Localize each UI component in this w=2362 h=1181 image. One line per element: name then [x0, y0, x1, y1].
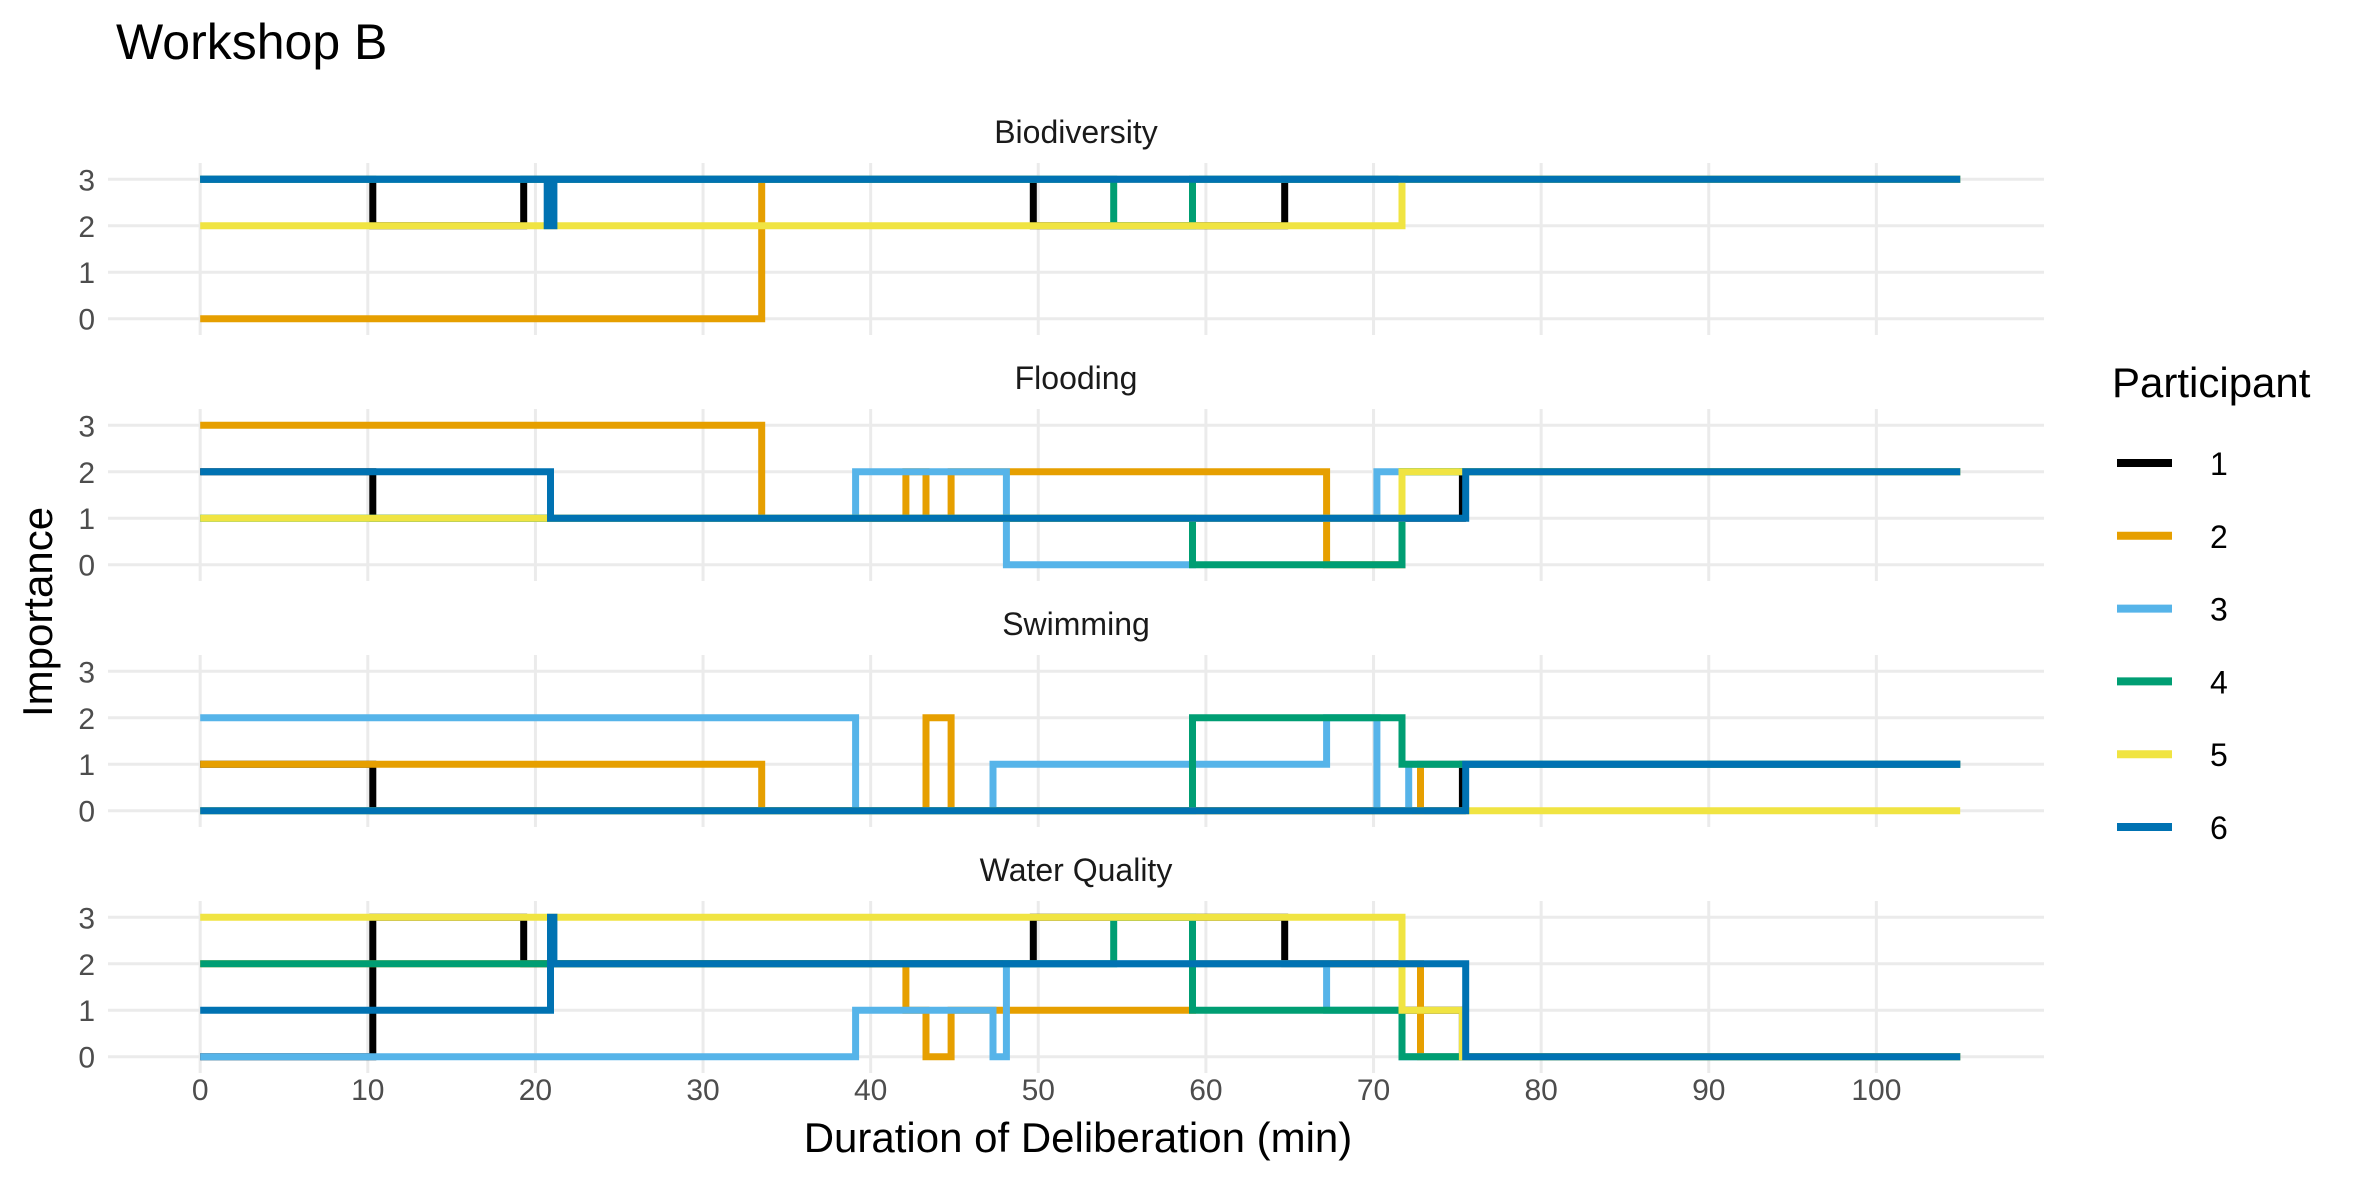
- y-tick-label: 1: [78, 257, 95, 290]
- series-line-participant-2: [200, 714, 1961, 815]
- legend-entry: 2: [2117, 519, 2228, 555]
- x-tick-label: 0: [192, 1074, 209, 1107]
- facet-strip-label: Flooding: [1015, 360, 1138, 396]
- x-tick-label: 20: [519, 1074, 552, 1107]
- legend-label: 6: [2210, 810, 2228, 846]
- legend-entry: 1: [2117, 446, 2228, 482]
- x-tick-label: 70: [1357, 1074, 1390, 1107]
- facet-strip-label: Water Quality: [980, 852, 1173, 888]
- y-tick-label: 2: [78, 949, 95, 982]
- y-tick-label: 2: [78, 211, 95, 244]
- facet-panel: Water Quality 0 1 2 3: [78, 852, 2044, 1075]
- x-tick-label: 30: [686, 1074, 719, 1107]
- x-tick-label: 80: [1524, 1074, 1557, 1107]
- legend: Participant 1 2 3 4 5 6: [2112, 359, 2311, 846]
- x-tick-label: 50: [1022, 1074, 1055, 1107]
- y-tick-label: 3: [78, 902, 95, 935]
- y-tick-label: 1: [78, 749, 95, 782]
- y-tick-label: 2: [78, 703, 95, 736]
- chart-title: Workshop B: [116, 14, 387, 70]
- legend-entry: 4: [2117, 664, 2228, 700]
- facet-strip-label: Swimming: [1002, 606, 1150, 642]
- y-tick-label: 1: [78, 503, 95, 536]
- legend-entries: 1 2 3 4 5 6: [2117, 446, 2228, 846]
- x-tick-label: 10: [351, 1074, 384, 1107]
- legend-entry: 6: [2117, 810, 2228, 846]
- y-tick-label: 3: [78, 656, 95, 689]
- y-tick-label: 0: [78, 550, 95, 583]
- y-tick-label: 0: [78, 796, 95, 829]
- y-tick-label: 3: [78, 164, 95, 197]
- facet-panel: Biodiversity 0 1 2 3: [78, 114, 2044, 337]
- x-axis-label: Duration of Deliberation (min): [804, 1114, 1353, 1161]
- facet-panel: Swimming 0 1 2 3: [78, 606, 2044, 829]
- legend-label: 4: [2210, 664, 2228, 700]
- y-tick-label: 0: [78, 1042, 95, 1075]
- legend-label: 5: [2210, 737, 2228, 773]
- x-axis: 0 10 20 30 40 50 60 70 80 90 100: [192, 1074, 1902, 1107]
- series-line-participant-6: [200, 175, 1961, 230]
- y-axis-label: Importance: [14, 507, 61, 717]
- series-line-participant-3: [200, 714, 1961, 815]
- y-tick-label: 3: [78, 410, 95, 443]
- series-line-participant-6: [200, 468, 1961, 522]
- legend-label: 1: [2210, 446, 2228, 482]
- legend-label: 2: [2210, 519, 2228, 555]
- series-line-participant-3: [200, 468, 1961, 569]
- facet-strip-label: Biodiversity: [994, 114, 1158, 150]
- x-tick-label: 100: [1851, 1074, 1901, 1107]
- legend-entry: 5: [2117, 737, 2228, 773]
- facet-panels: Biodiversity 0 1 2 3 Flooding 0 1 2 3 Swimming 0 1 2 3…: [78, 114, 2044, 1075]
- series-line-participant-6: [200, 760, 1961, 815]
- legend-title: Participant: [2112, 359, 2311, 406]
- y-tick-label: 1: [78, 995, 95, 1028]
- legend-label: 3: [2210, 592, 2228, 628]
- legend-entry: 3: [2117, 592, 2228, 628]
- x-tick-label: 90: [1692, 1074, 1725, 1107]
- facet-panel: Flooding 0 1 2 3: [78, 360, 2044, 583]
- y-tick-label: 0: [78, 304, 95, 337]
- series-line-participant-6: [200, 913, 1961, 1061]
- y-tick-label: 2: [78, 457, 95, 490]
- x-tick-label: 60: [1189, 1074, 1222, 1107]
- series-line-participant-2: [200, 960, 1961, 1061]
- x-tick-label: 40: [854, 1074, 887, 1107]
